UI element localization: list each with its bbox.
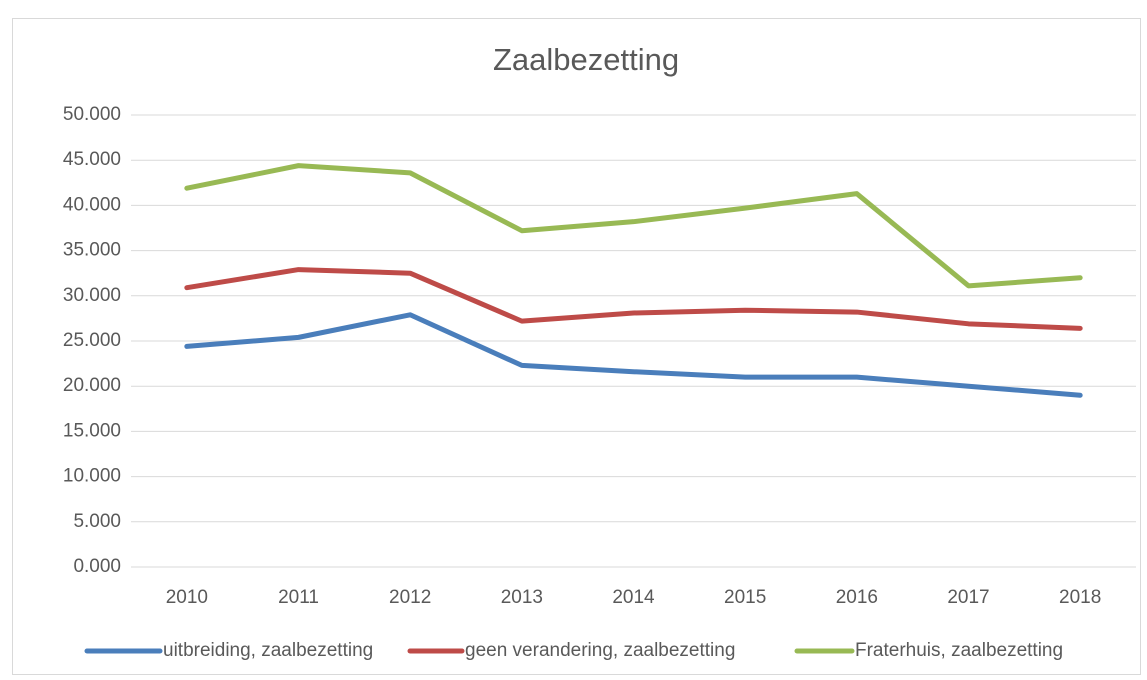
legend-label: Fraterhuis, zaalbezetting: [855, 640, 1063, 661]
y-tick-label: 40.000: [63, 194, 121, 215]
y-tick-label: 0.000: [73, 556, 121, 577]
x-tick-label: 2010: [166, 587, 208, 608]
y-tick-label: 50.000: [63, 104, 121, 125]
x-tick-label: 2017: [947, 587, 989, 608]
x-tick-label: 2018: [1059, 587, 1101, 608]
x-tick-label: 2015: [724, 587, 766, 608]
x-tick-label: 2012: [389, 587, 431, 608]
chart-frame: [12, 18, 1141, 675]
x-tick-label: 2014: [612, 587, 655, 608]
chart-title: Zaalbezetting: [493, 42, 679, 77]
legend-label: geen verandering, zaalbezetting: [465, 640, 735, 661]
y-tick-label: 15.000: [63, 420, 121, 441]
y-tick-label: 20.000: [63, 375, 121, 396]
line-series: [184, 163, 1083, 289]
y-tick-label: 35.000: [63, 240, 121, 261]
x-tick-label: 2016: [836, 587, 878, 608]
y-tick-label: 30.000: [63, 285, 121, 306]
y-tick-label: 25.000: [63, 330, 121, 351]
y-tick-label: 45.000: [63, 149, 121, 170]
line-series: [184, 312, 1083, 398]
legend-label: uitbreiding, zaalbezetting: [163, 640, 373, 661]
y-tick-label: 5.000: [73, 511, 121, 532]
x-tick-label: 2013: [501, 587, 543, 608]
line-series: [184, 267, 1083, 331]
y-tick-label: 10.000: [63, 466, 121, 487]
x-tick-label: 2011: [278, 587, 319, 608]
